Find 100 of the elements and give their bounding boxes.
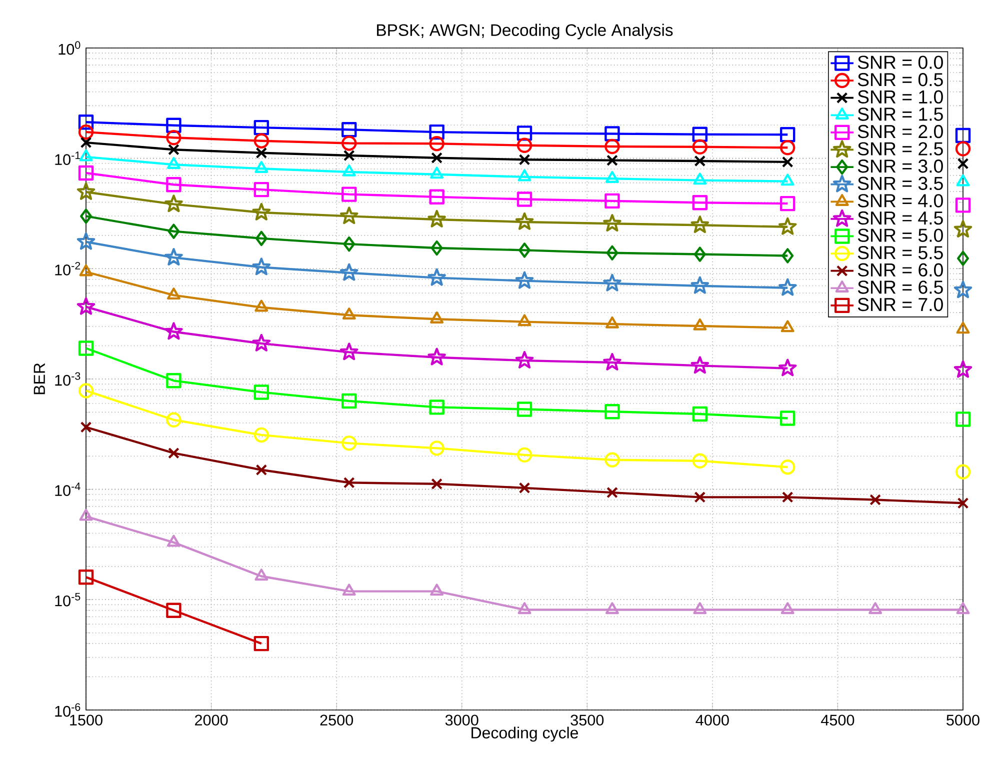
point [164,248,183,266]
point [80,208,92,224]
point [606,486,618,498]
point [256,464,268,476]
point [516,402,532,417]
point [690,216,710,234]
point [518,314,532,326]
point [340,263,358,281]
legend-label: SNR = 1.0 [858,90,943,104]
point [166,534,180,547]
point [254,384,270,400]
point [694,491,706,503]
point [954,220,972,238]
point [342,136,357,151]
point [780,127,796,142]
point [79,264,93,276]
point [431,478,442,490]
point [168,224,180,239]
point [164,322,183,340]
point [778,217,797,235]
point [79,508,93,521]
x-tick-label: 4000 [696,714,729,726]
point [80,421,92,433]
point [430,166,444,179]
point [166,177,182,192]
point [254,120,270,136]
point [516,192,532,207]
point [516,138,532,153]
x-tick-label: 2000 [195,714,228,726]
point [76,232,96,250]
point [604,404,620,420]
point [76,297,96,315]
point [429,189,444,205]
point [957,250,969,266]
point [342,186,357,202]
point [428,268,446,286]
legend-label: SNR = 2.5 [858,142,943,156]
point [166,288,180,300]
point [957,158,969,170]
point [166,412,182,428]
point [518,602,532,614]
x-tick-label: 1500 [70,714,102,726]
y-tick-label: 10$^{-5}$ [55,592,80,606]
point [428,210,446,228]
point [430,584,444,596]
point [955,464,971,480]
point [868,602,882,614]
point [78,340,94,356]
y-tick-label: 10$^{-1}$ [55,152,80,165]
legend-label: SNR = 4.0 [858,194,943,208]
point [343,476,355,488]
point [692,195,708,210]
point [431,152,442,164]
point [603,352,622,370]
point [603,274,622,292]
point [604,126,620,142]
point [79,149,93,162]
point [780,196,796,212]
point [78,383,94,398]
x-tick-label: 2500 [320,714,354,726]
point [606,154,618,166]
point [780,140,796,156]
point [342,122,357,138]
point [78,124,94,140]
legend-label: SNR = 0.0 [858,56,943,69]
point [603,214,622,232]
point [78,165,94,181]
point [78,570,94,585]
point [692,126,708,142]
point [694,155,706,167]
point [692,139,708,154]
point [518,482,530,494]
point [255,230,268,246]
point [518,154,530,166]
point [166,118,182,133]
point [168,447,180,459]
point [954,280,972,298]
point [780,460,796,475]
point [342,393,357,409]
point [342,584,356,596]
point [518,169,532,182]
point [429,124,444,140]
point [340,206,358,224]
point [690,356,710,374]
x-axis-title: Decoding cycle [472,726,578,742]
point [778,358,797,376]
point [429,440,444,456]
point [76,182,96,200]
point [606,245,618,260]
legend-label: SNR = 5.0 [858,228,943,242]
y-tick-label: 10$^{-4}$ [55,482,80,496]
point [254,161,268,173]
point [955,128,971,144]
point [694,246,706,262]
legend-label: SNR = 3.5 [858,176,943,190]
x-tick-label: 3500 [570,714,604,726]
point [692,453,708,468]
point [516,447,532,463]
point [605,316,619,328]
point [780,174,794,186]
